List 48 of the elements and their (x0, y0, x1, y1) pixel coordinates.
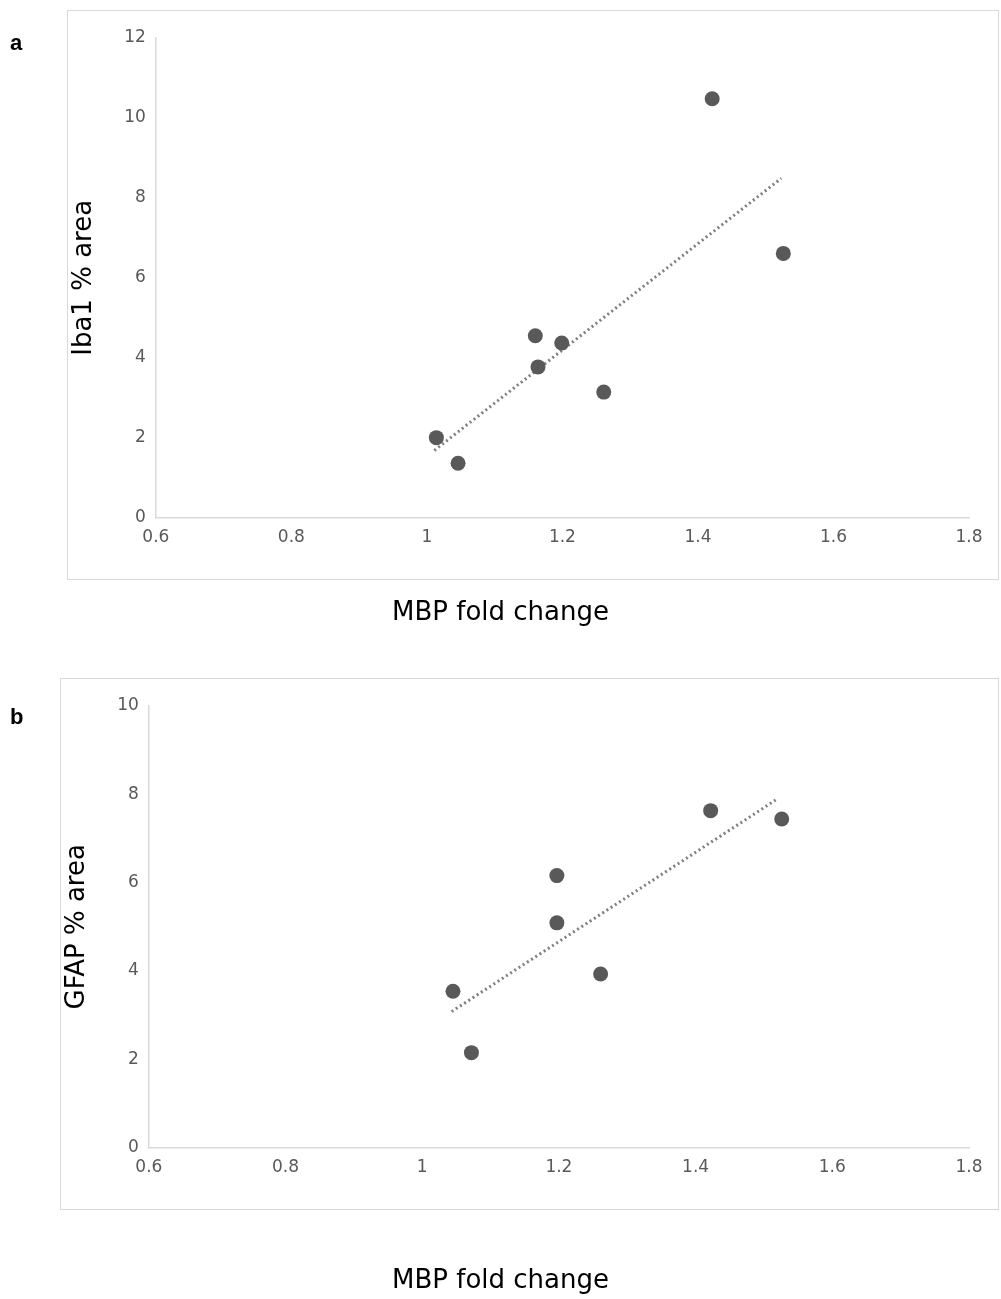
point (450, 455, 466, 471)
x-tick-label: 1.2 (548, 526, 576, 547)
y-axis-title: GFAP % area (60, 844, 91, 1010)
x-tick-label: 1.2 (545, 1156, 573, 1177)
y-tick-label: 4 (135, 346, 146, 367)
point (593, 966, 609, 982)
y-tick-label: 0 (128, 1136, 139, 1157)
x-tick-label: 1.8 (955, 1156, 983, 1177)
y-tick-label: 10 (124, 106, 146, 127)
x-tick-label: 1.4 (682, 1156, 710, 1177)
point (530, 359, 546, 375)
x-axis-title: MBP fold change (391, 1264, 610, 1294)
point (596, 384, 612, 400)
y-tick-label: 12 (124, 26, 146, 47)
x-tick-label: 0.6 (135, 1156, 163, 1177)
y-tick-label: 6 (128, 871, 139, 892)
x-tick-label: 1.6 (819, 526, 847, 547)
y-tick-label: 2 (128, 1047, 139, 1068)
x-tick-label: 0.8 (277, 526, 305, 547)
x-tick-label: 1.4 (684, 526, 712, 547)
point (549, 915, 565, 931)
x-tick-label: 1.8 (955, 526, 983, 547)
x-tick-label: 1 (421, 526, 433, 547)
x-tick-label: 1.6 (818, 1156, 846, 1177)
x-tick-label: 0.6 (142, 526, 170, 547)
point (463, 1045, 479, 1061)
y-axis-title: Iba1 % area (67, 199, 98, 356)
y-tick-label: 6 (135, 266, 146, 287)
chart-title: b (10, 704, 24, 730)
point (445, 983, 461, 999)
x-tick-label: 1 (416, 1156, 428, 1177)
x-axis-title: MBP fold change (391, 596, 610, 626)
point (703, 803, 719, 819)
y-tick-label: 8 (135, 186, 146, 207)
point (704, 91, 720, 107)
y-tick-label: 0 (135, 506, 146, 527)
chart-title: a (10, 30, 23, 56)
y-tick-label: 2 (135, 426, 146, 447)
point (428, 430, 444, 446)
y-tick-label: 10 (117, 694, 139, 715)
point (549, 868, 565, 884)
point (554, 335, 570, 351)
x-tick-label: 0.8 (272, 1156, 300, 1177)
point (774, 811, 790, 827)
point (527, 328, 543, 344)
point (775, 245, 791, 261)
y-tick-label: 8 (128, 782, 139, 803)
y-tick-label: 4 (128, 959, 139, 980)
